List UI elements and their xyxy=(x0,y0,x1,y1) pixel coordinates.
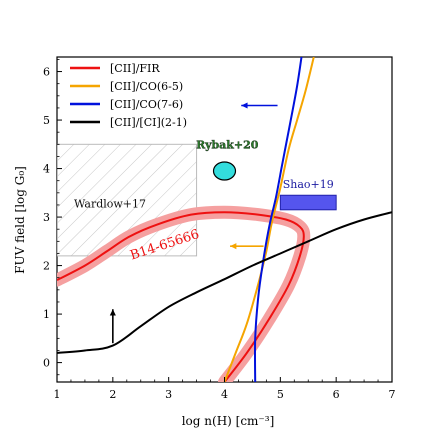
y-tick-label: 1 xyxy=(43,308,50,321)
series-line-cii-co-6-5 xyxy=(223,57,315,382)
series-line-cii-ci-2-1 xyxy=(57,211,392,354)
legend-label: [CII]/FIR xyxy=(110,62,160,75)
x-tick-label: 1 xyxy=(54,388,61,401)
series-line-cii-co-7-6 xyxy=(253,57,303,382)
arrow-blue-head xyxy=(241,102,248,109)
legend: [CII]/FIR [CII]/CO(6-5) [CII]/CO(7-6) [CII]… xyxy=(70,62,187,129)
legend-label: [CII]/CO(7-6) xyxy=(110,98,183,111)
point-rybak-20 xyxy=(212,161,237,181)
x-axis-label: log n(H) [cm⁻³] xyxy=(182,414,275,428)
y-tick-label: 4 xyxy=(43,163,50,176)
arrow-orange-head xyxy=(230,243,237,250)
y-tick-label: 5 xyxy=(43,114,50,127)
y-tick-label: 0 xyxy=(43,357,50,370)
series-layer xyxy=(57,57,392,382)
y-axis-label: FUV field [log G₀] xyxy=(13,166,27,274)
region-shao-19 xyxy=(279,194,337,211)
x-tick-label: 7 xyxy=(389,388,396,401)
y-tick-label: 3 xyxy=(43,211,50,224)
x-tick-label: 5 xyxy=(277,388,284,401)
x-tick-label: 3 xyxy=(165,388,172,401)
y-tick-label: 2 xyxy=(43,260,50,273)
y-tick-label: 6 xyxy=(43,66,50,79)
ticks-layer: 1 2 3 4 5 6 7 0 1 2 3 4 5 6 xyxy=(43,59,396,401)
x-tick-label: 6 xyxy=(333,388,340,401)
region-label-shao-19: Shao+19 xyxy=(283,178,334,191)
legend-label: [CII]/[CI](2-1) xyxy=(110,116,187,129)
region-label-wardlow-17: Wardlow+17 xyxy=(74,197,146,210)
x-tick-label: 4 xyxy=(221,388,228,401)
legend-label: [CII]/CO(6-5) xyxy=(110,80,183,93)
arrow-black-head xyxy=(109,309,116,316)
x-tick-label: 2 xyxy=(109,388,116,401)
point-label-rybak-20: Rybak+20 xyxy=(196,138,259,151)
